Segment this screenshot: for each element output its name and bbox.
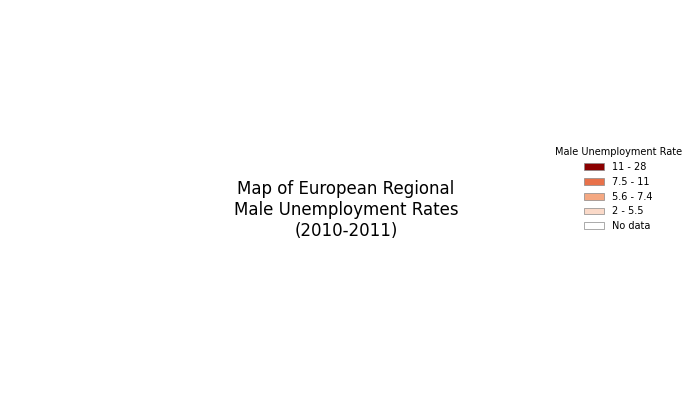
Legend: 11 - 28, 7.5 - 11, 5.6 - 7.4, 2 - 5.5, No data: 11 - 28, 7.5 - 11, 5.6 - 7.4, 2 - 5.5, N… bbox=[551, 143, 686, 235]
Text: Map of European Regional
Male Unemployment Rates
(2010-2011): Map of European Regional Male Unemployme… bbox=[234, 180, 458, 240]
